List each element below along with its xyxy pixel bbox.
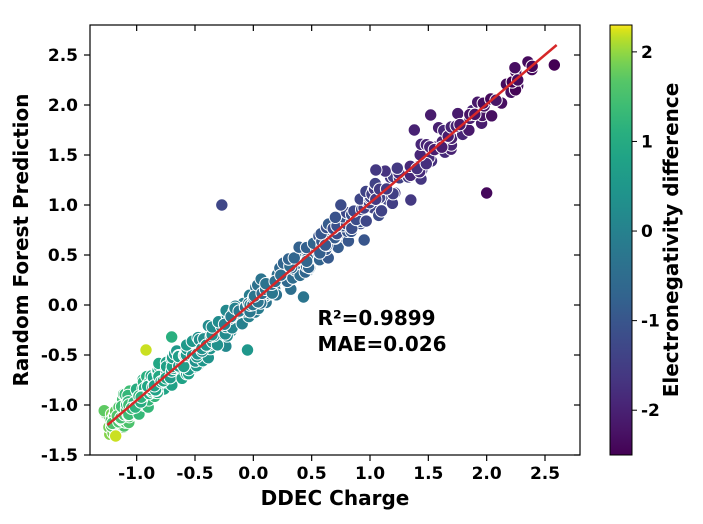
colorbar-tick-label: 0 bbox=[641, 222, 653, 242]
ytick-label: 2.0 bbox=[48, 96, 78, 116]
xtick-label: 1.0 bbox=[355, 464, 385, 484]
x-axis-label: DDEC Charge bbox=[261, 486, 410, 510]
colorbar-tick-label: 2 bbox=[641, 43, 653, 63]
ytick-label: 2.5 bbox=[48, 46, 78, 66]
ytick-label: 1.5 bbox=[48, 146, 78, 166]
ytick-label: -0.5 bbox=[41, 346, 78, 366]
y-axis-label: Random Forest Prediction bbox=[9, 94, 33, 387]
colorbar-label: Electronegativity difference bbox=[659, 83, 683, 398]
ytick-label: 0.0 bbox=[48, 296, 78, 316]
xtick-label: 1.5 bbox=[413, 464, 443, 484]
colorbar bbox=[610, 25, 632, 455]
xtick-label: -0.5 bbox=[176, 464, 213, 484]
xtick-label: -1.0 bbox=[118, 464, 155, 484]
ytick-label: -1.5 bbox=[41, 446, 78, 466]
scatter-chart: R²=0.9899MAE=0.026-1.0-0.50.00.51.01.52.… bbox=[0, 0, 703, 520]
colorbar-tick-label: -2 bbox=[641, 401, 660, 421]
ytick-label: -1.0 bbox=[41, 396, 78, 416]
xtick-label: 2.5 bbox=[530, 464, 560, 484]
colorbar-tick-label: -1 bbox=[641, 312, 660, 332]
ytick-label: 0.5 bbox=[48, 246, 78, 266]
colorbar-tick-label: 1 bbox=[641, 132, 653, 152]
xtick-label: 0.0 bbox=[238, 464, 268, 484]
chart-svg: R²=0.9899MAE=0.026-1.0-0.50.00.51.01.52.… bbox=[0, 0, 703, 520]
ytick-label: 1.0 bbox=[48, 196, 78, 216]
xtick-label: 0.5 bbox=[297, 464, 327, 484]
xtick-label: 2.0 bbox=[472, 464, 502, 484]
